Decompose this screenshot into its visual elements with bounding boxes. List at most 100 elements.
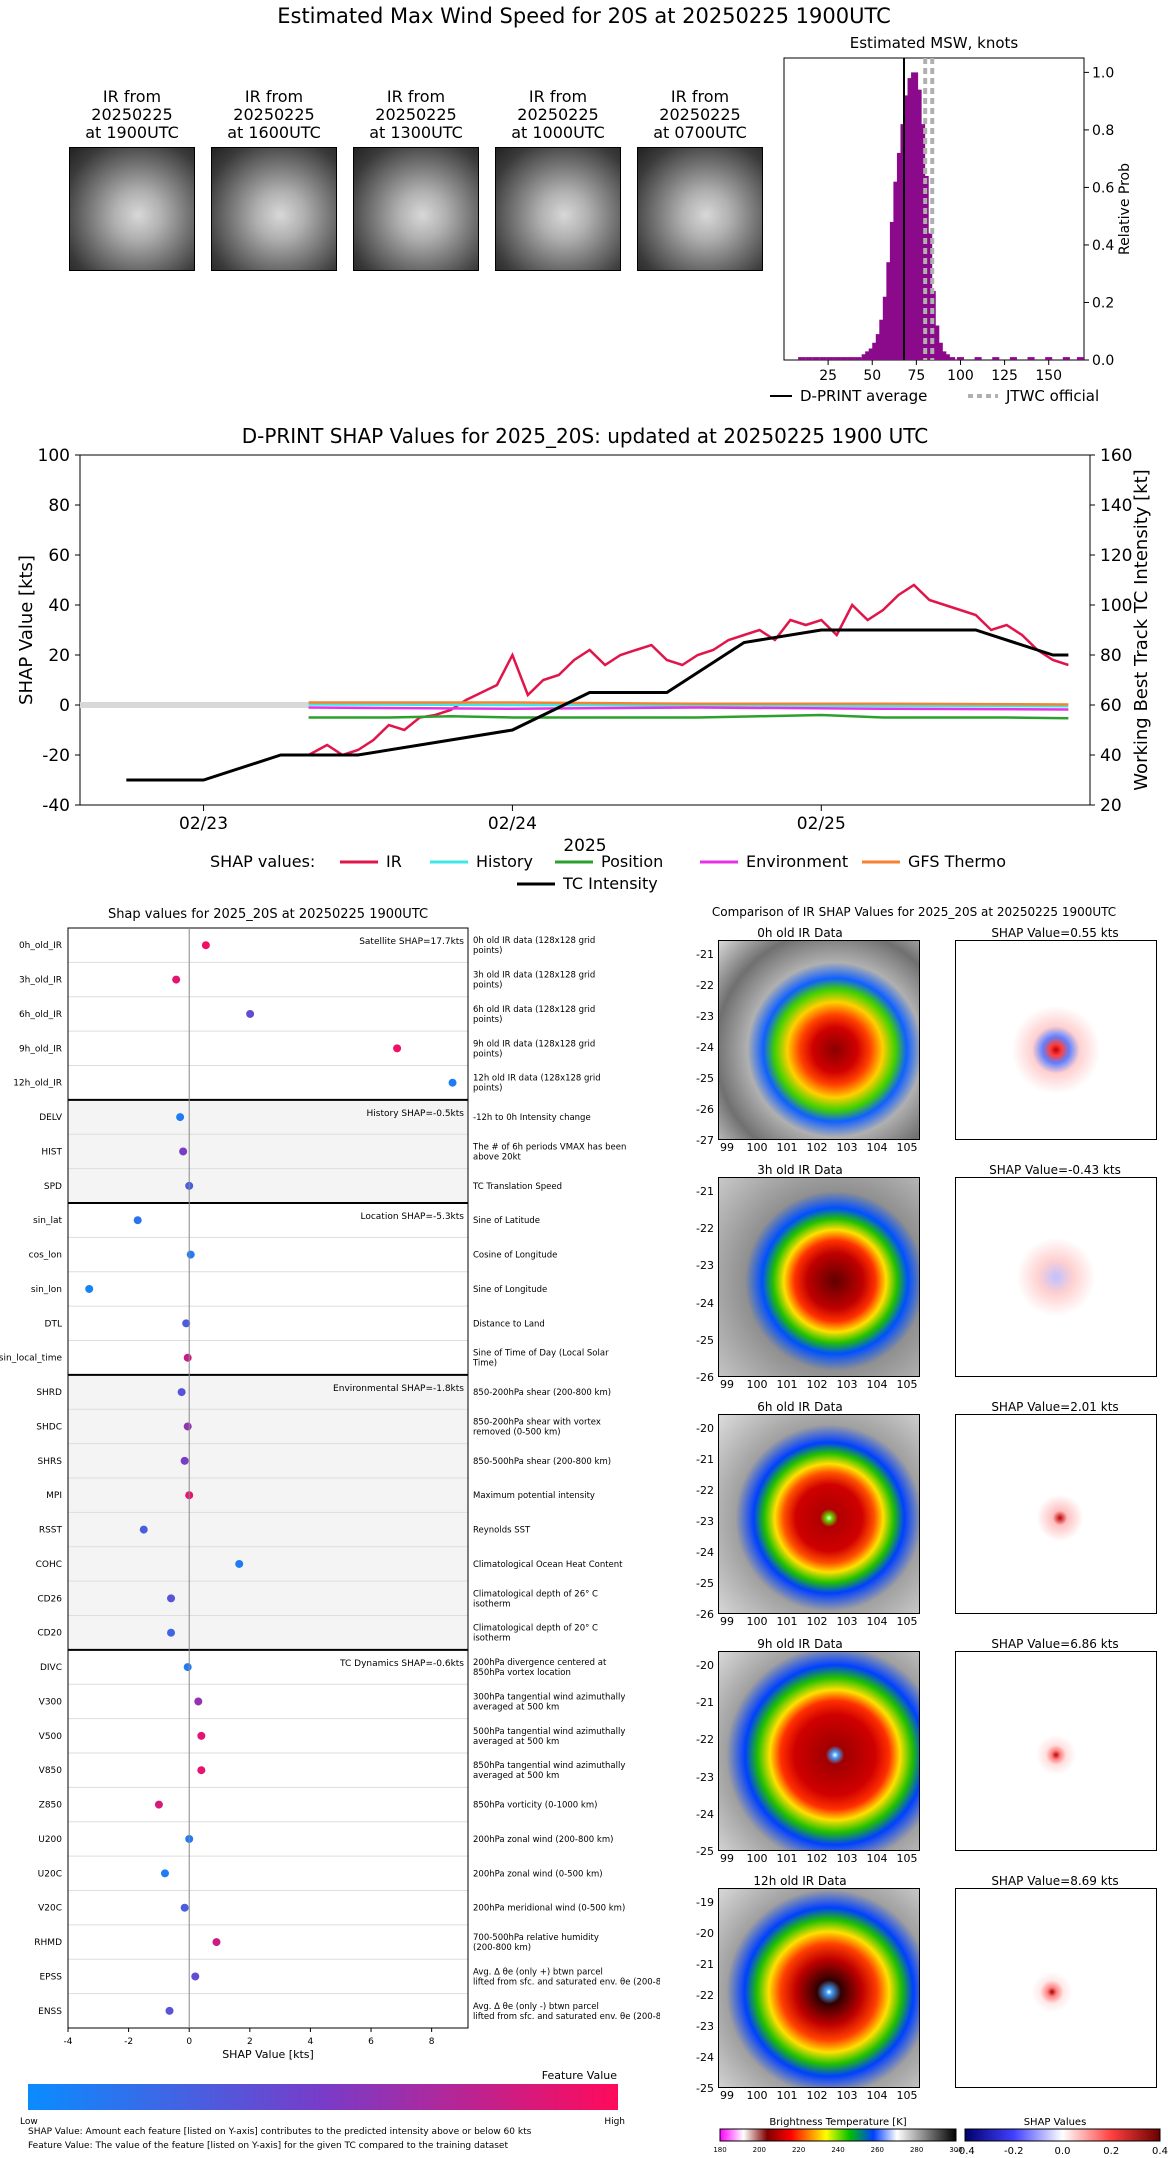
bt-tick-label: 260	[871, 2146, 884, 2154]
histogram-bar	[882, 296, 890, 360]
series-line-position	[308, 713, 1069, 720]
shap-tick-label: 0.0	[1055, 2146, 1071, 2157]
feature-name: 0h_old_IR	[19, 941, 62, 951]
ir-y-tick-label: -22	[696, 1222, 714, 1236]
feature-description: lifted from sfc. and saturated env. θe (…	[473, 1977, 660, 1987]
y2-tick-label: 60	[1100, 696, 1122, 716]
thumbnail-caption-line: 20250225	[517, 105, 599, 124]
feature-group-band	[68, 1099, 468, 1203]
feature-description: above 20kt	[473, 1152, 522, 1162]
thumbnail-caption: IR from 20250225 at 1600UTC	[211, 88, 337, 142]
histogram-bar	[861, 354, 869, 360]
thumbnail-caption-line: IR from	[528, 87, 588, 106]
feature-description: Climatological depth of 26° C	[473, 1589, 598, 1599]
histogram-bar	[948, 357, 956, 360]
feature-name: sin_local_time	[0, 1354, 62, 1364]
bt-colorbar-label: Brightness Temperature [K]	[769, 2117, 906, 2128]
ir-x-tick-label: 99	[720, 1615, 734, 1628]
feature-shap-point	[176, 1113, 185, 1122]
bt-tick-label: 300	[949, 2146, 962, 2154]
feature-name: DTL	[45, 1319, 62, 1329]
thumbnail-caption-line: at 1000UTC	[511, 123, 605, 142]
shap-image-panel	[955, 1651, 1157, 1851]
thumbnail-caption-line: at 0700UTC	[653, 123, 747, 142]
feature-shap-point	[180, 1456, 189, 1465]
bt-tick-label: 280	[910, 2146, 923, 2154]
page-title: Estimated Max Wind Speed for 20S at 2025…	[277, 4, 891, 28]
y-tick-label: 80	[48, 496, 70, 516]
histogram-title: Estimated MSW, knots	[850, 34, 1019, 52]
ir-x-tick-label: 105	[896, 1852, 918, 1865]
ir-y-tick-label: -24	[696, 1041, 714, 1054]
ir-x-tick-label: 99	[720, 1378, 734, 1391]
ir-x-tick-label: 105	[896, 1378, 918, 1391]
ir-y-tick-label: -25	[696, 2082, 714, 2095]
ir-image-panel	[718, 940, 920, 1140]
footnote: SHAP Value: Amount each feature [listed …	[28, 2127, 532, 2137]
feature-shap-point	[393, 1044, 402, 1053]
feature-description: 700-500hPa relative humidity	[473, 1933, 599, 1943]
ir-x-tick-label: 100	[746, 1141, 768, 1154]
feature-description: 850-500hPa shear (200-800 km)	[473, 1457, 611, 1467]
feature-shap-point	[201, 941, 210, 950]
ir-x-tick-label: 100	[746, 2089, 768, 2102]
ir-y-tick-label: -20	[696, 1927, 714, 1940]
feature-name: HIST	[41, 1147, 62, 1157]
feature-name: V20C	[38, 1904, 62, 1914]
ir-x-tick-label: 102	[806, 1141, 828, 1154]
thumbnail-caption-line: 20250225	[233, 105, 315, 124]
legend-label: GFS Thermo	[908, 852, 1006, 871]
ir-image-panel	[718, 1651, 920, 1851]
feature-name: DELV	[39, 1113, 63, 1123]
x-tick-label: 125	[991, 368, 1018, 384]
x-tick-label: 50	[863, 368, 881, 384]
feature-shap-point	[186, 1250, 195, 1259]
feature-value-colorbar	[28, 2084, 618, 2110]
thumbnail-caption-line: at 1300UTC	[369, 123, 463, 142]
shap-panel-title: SHAP Value=8.69 kts	[991, 1874, 1119, 1888]
feature-description: Climatological Ocean Heat Content	[473, 1560, 623, 1570]
feature-name: V500	[39, 1732, 63, 1742]
bt-tick-label: 180	[713, 2146, 726, 2154]
feature-name: COHC	[36, 1560, 62, 1570]
x-tick-label: 25	[819, 368, 837, 384]
feature-shap-point	[197, 1731, 206, 1740]
shap-colorbar	[964, 2128, 1161, 2142]
ir-y-tick-label: -26	[696, 1371, 714, 1384]
histogram-bar	[798, 357, 806, 360]
colorbars: Brightness Temperature [K] 180 200 220 240 26…	[713, 2117, 1168, 2157]
feature-name: V850	[39, 1766, 63, 1776]
timeseries-title: D-PRINT SHAP Values for 2025_20S: update…	[242, 424, 929, 448]
ir-y-tick-label: -23	[696, 1259, 714, 1273]
histogram-bar	[992, 357, 1000, 360]
footnote: Feature Value: The value of the feature …	[28, 2141, 508, 2151]
histogram-bar	[942, 354, 950, 360]
ir-x-tick-label: 103	[836, 1378, 858, 1391]
ir-image-panel	[718, 1414, 920, 1614]
feature-group-label: Satellite SHAP=17.7kts	[359, 937, 464, 947]
feature-shap-point	[183, 1422, 192, 1431]
histogram-bar	[819, 357, 827, 360]
histogram-bar	[1027, 357, 1035, 360]
ir-comparison-title: Comparison of IR SHAP Values for 2025_20…	[711, 905, 1117, 919]
histogram-bar	[1076, 357, 1084, 360]
ir-panel-title: 6h old IR Data	[757, 1400, 843, 1414]
feature-shap-point	[165, 2006, 174, 2015]
feature-description: Sine of Time of Day (Local Solar	[473, 1349, 609, 1359]
ir-x-tick-label: 102	[806, 1615, 828, 1628]
histogram-bar	[826, 357, 834, 360]
feature-description: points)	[473, 1015, 502, 1025]
shap-image-panel	[955, 1177, 1157, 1377]
feature-name: sin_lon	[31, 1285, 62, 1295]
feature-description: points)	[473, 1084, 502, 1094]
ir-x-tick-label: 104	[866, 1852, 888, 1865]
feature-description: 500hPa tangential wind azimuthally	[473, 1727, 625, 1737]
ir-y-tick-label: -27	[696, 1134, 714, 1147]
feature-name: U20C	[38, 1869, 62, 1879]
y-tick-label: 60	[48, 546, 70, 566]
y-tick-label: 40	[48, 596, 70, 616]
shap-panel-title: SHAP Value=6.86 kts	[991, 1637, 1119, 1651]
ir-panel-title: 12h old IR Data	[753, 1874, 847, 1888]
ir-x-tick-label: 105	[896, 1141, 918, 1154]
ir-y-tick-label: -25	[696, 1845, 714, 1858]
